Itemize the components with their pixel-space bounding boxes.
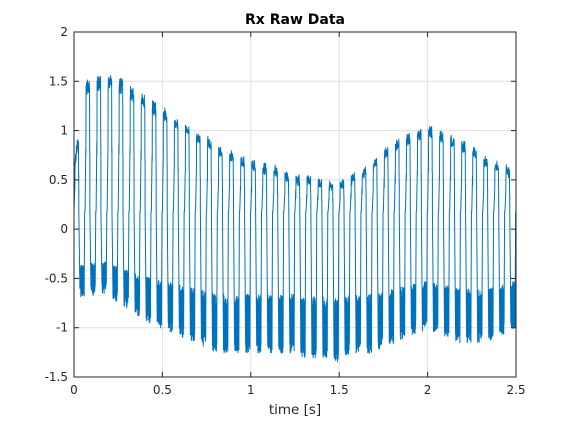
data-layer: [73, 74, 517, 363]
y-tick-label: -1: [56, 321, 68, 335]
x-tick-label: 1.5: [330, 383, 349, 397]
tick-layer: 0 0.5 1 1.5 2 2.5 -1.5 -1 -0.5 0 0.5 1 1.5 2: [45, 25, 526, 397]
x-axis-label: time [s]: [269, 402, 321, 418]
x-tick-label: 0: [70, 383, 78, 397]
chart-title: Rx Raw Data: [245, 12, 345, 28]
plot-frame: [73, 31, 517, 378]
x-tick-label: 1: [247, 383, 255, 397]
y-tick-label: 1.5: [49, 74, 68, 88]
x-tick-label: 0.5: [153, 383, 172, 397]
y-tick-label: -0.5: [45, 271, 68, 285]
y-tick-label: -1.5: [45, 370, 68, 384]
signal-line: [73, 74, 517, 363]
y-tick-label: 2: [60, 25, 68, 39]
y-tick-label: 0.5: [49, 173, 68, 187]
y-tick-label: 0: [60, 222, 68, 236]
y-tick-label: 1: [60, 124, 68, 138]
x-tick-label: 2.5: [506, 383, 525, 397]
x-tick-label: 2: [424, 383, 432, 397]
